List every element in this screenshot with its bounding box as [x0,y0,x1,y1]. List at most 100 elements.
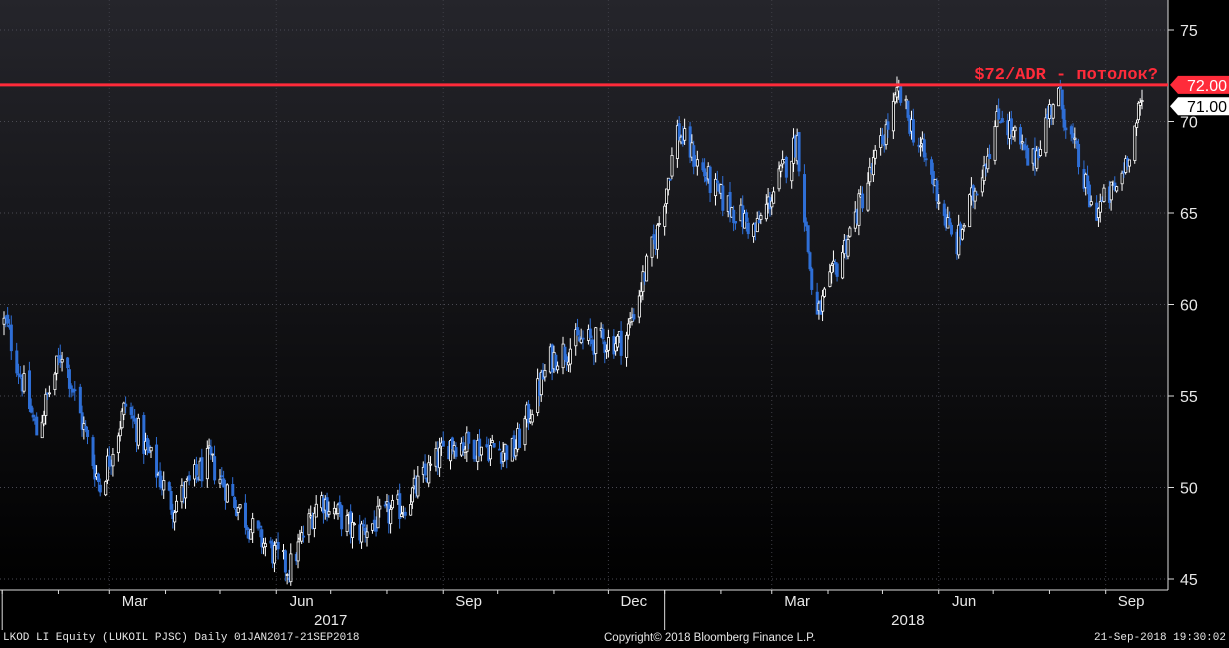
candle-body [118,428,122,437]
price-chart-svg: 45 50 55 60 65 70 75 Mar Jun Sep Dec Mar Jun Sep 2017 2… [0,0,1229,630]
candle-body [378,505,382,510]
candle-body [512,435,516,458]
candle-body [131,415,135,419]
candle-body [338,501,342,509]
candle-body [594,327,598,354]
candle-body [6,314,10,324]
candle-body [576,327,580,336]
candle-body [1133,125,1137,161]
candle-body [993,126,997,161]
candle-body [231,483,235,496]
candle-body [505,445,509,460]
candle-body [777,168,781,190]
candle-body [808,252,812,270]
candle-body [930,159,934,175]
candle-body [289,553,293,583]
candle-body [296,541,300,562]
candle-body [162,480,166,491]
candle-body [332,507,336,515]
candle-body [770,200,774,208]
candle-body [527,403,531,424]
candle-body [31,414,35,418]
candle-body [803,174,807,223]
candle-body [69,385,73,389]
candle-body [804,221,808,227]
candle-body [84,425,88,431]
candle-body [1013,126,1017,132]
candle-body [1044,117,1048,154]
candle-body [1073,137,1077,140]
candle-body [489,445,493,460]
candle-body [746,222,750,235]
candle-body [1071,133,1075,139]
candle-body [96,473,100,483]
candle-body [423,463,427,476]
candle-body [632,314,636,320]
candle-body [1135,122,1139,128]
candle-body [518,428,522,448]
candle-body [683,128,687,141]
candle-body [960,229,964,240]
candle-body [616,335,620,348]
candle-body [957,224,961,256]
candle-body [871,157,875,176]
candle-body [15,350,19,374]
candle-body [93,464,97,480]
candle-body [285,574,289,576]
candle-body [806,225,810,252]
candle-body [935,180,939,202]
candle-body [28,370,32,410]
candle-body [365,531,369,538]
candle-body [427,462,431,484]
candle-body [744,212,748,222]
candle-body [895,87,899,98]
candle-body [273,545,277,564]
candle-body [66,357,70,369]
candle-body [467,431,471,444]
candle-body [922,139,926,158]
candle-body [209,446,213,455]
candle-body [835,263,839,277]
candle-body [53,373,57,391]
candle-body [772,191,776,204]
candle-body [588,328,592,339]
footer-copyright: Copyright© 2018 Bloomberg Finance L.P. [604,632,816,644]
candle-body [973,190,977,202]
candle-body [409,504,413,516]
candle-body [233,496,237,508]
candle-body [245,527,249,531]
candle-body [554,354,558,371]
candle-body [222,478,226,488]
candle-body [302,535,306,538]
candle-body [371,523,375,531]
candle-body [968,194,972,228]
candle-body [606,337,610,351]
candle-body [251,518,255,534]
candle-body [142,415,146,454]
candle-body [361,524,365,527]
candle-body [1115,186,1119,192]
candle-body [429,463,433,466]
candle-body [263,543,267,548]
footer-bar: LKOD LI Equity (LUKOIL PJSC) Daily 01JAN… [0,630,1229,648]
candle-body [1087,184,1091,208]
candle-body [848,227,852,237]
candle-body [670,155,674,177]
candle-body [1057,87,1061,107]
candle-body [2,317,6,325]
candle-body [677,123,681,141]
candle-body [18,374,22,378]
candle-body [942,203,946,216]
candle-body [158,470,162,488]
candle-body [821,295,825,312]
candle-body [625,334,629,358]
candle-body [29,405,33,413]
candle-body [325,497,329,517]
candle-body [410,487,414,503]
candle-body [1011,129,1015,138]
candle-body [543,370,547,378]
candle-body [846,239,850,257]
candle-body [1138,101,1142,106]
candle-body [398,493,402,519]
candle-body [605,349,609,352]
